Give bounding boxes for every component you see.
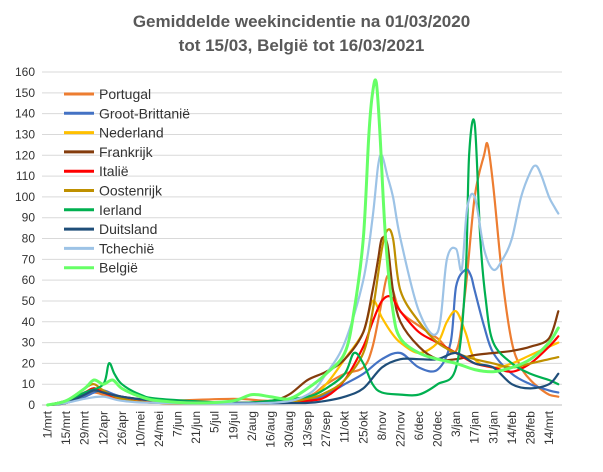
- x-tick-label: 24/mei: [152, 411, 166, 447]
- legend-label: Groot-Brittanië: [99, 105, 190, 121]
- y-tick-label: 60: [22, 273, 36, 287]
- y-tick-label: 20: [22, 356, 36, 370]
- y-tick-label: 150: [15, 86, 35, 100]
- legend-label: Nederland: [99, 125, 164, 141]
- x-tick-label: 3/jan: [449, 411, 463, 437]
- x-tick-label: 28/feb: [523, 411, 537, 445]
- x-tick-label: 1/mrt: [41, 410, 55, 438]
- y-tick-label: 120: [15, 148, 35, 162]
- y-axis-ticks: 0 10 20 30 40 50 60 70 80 90 100 110 120 130 140 150 160: [15, 65, 35, 412]
- x-tick-label: 15/mrt: [59, 410, 73, 445]
- y-tick-label: 110: [16, 169, 35, 183]
- series-line-duitsland: [46, 351, 560, 407]
- x-tick-label: 6/dec: [412, 411, 426, 440]
- legend-label: Ierland: [99, 202, 142, 218]
- series-line-oostenrijk: [46, 228, 560, 407]
- x-tick-label: 13/sep: [301, 411, 315, 447]
- y-tick-label: 40: [22, 315, 36, 329]
- x-tick-label: 25/okt: [356, 410, 370, 443]
- x-tick-label: 17/jan: [468, 411, 482, 444]
- x-axis-ticks: 1/mrt 15/mrt 29/mrt 12/apr 26/apr 10/mei 24/me…: [41, 410, 556, 447]
- x-tick-label: 7/jun: [171, 411, 185, 437]
- y-tick-label: 90: [22, 211, 36, 225]
- gridlines: [42, 71, 562, 406]
- legend-label: België: [99, 260, 138, 276]
- y-tick-label: 140: [15, 107, 35, 121]
- chart-title-line2: tot 15/03, België tot 16/03/2021: [178, 36, 425, 55]
- x-tick-label: 19/jul: [226, 411, 240, 440]
- x-tick-label: 8/nov: [375, 411, 389, 440]
- legend-label: Oostenrijk: [99, 183, 163, 199]
- y-tick-label: 0: [28, 398, 35, 412]
- legend-label: Portugal: [99, 86, 151, 102]
- y-tick-label: 100: [15, 190, 35, 204]
- y-tick-label: 160: [15, 65, 35, 79]
- legend: Portugal Groot-Brittanië Nederland Frankrij…: [64, 86, 190, 276]
- x-tick-label: 21/jun: [189, 411, 203, 444]
- x-tick-label: 26/apr: [115, 411, 129, 445]
- x-tick-label: 11/okt: [338, 410, 352, 442]
- legend-label: Frankrijk: [99, 144, 154, 160]
- x-tick-label: 2/aug: [245, 411, 259, 441]
- x-tick-label: 22/nov: [393, 411, 407, 447]
- x-tick-label: 14/mrt: [542, 410, 556, 445]
- series-line-ierland: [46, 118, 560, 407]
- chart-title: Gemiddelde weekincidentie na 01/03/2020 …: [0, 10, 603, 58]
- x-tick-label: 14/feb: [505, 411, 519, 445]
- series-line-groot-brittanië: [46, 268, 560, 407]
- x-tick-label: 10/mei: [133, 411, 147, 447]
- y-tick-label: 70: [22, 252, 36, 266]
- legend-label: Duitsland: [99, 221, 157, 237]
- x-tick-label: 16/aug: [263, 411, 277, 448]
- y-tick-label: 80: [22, 232, 36, 246]
- x-tick-label: 29/mrt: [78, 410, 92, 445]
- series-line-tchechië: [46, 153, 560, 407]
- x-tick-label: 20/dec: [431, 411, 445, 447]
- y-tick-label: 10: [22, 377, 36, 391]
- series-line-belgië: [46, 78, 560, 407]
- x-tick-label: 5/jul: [208, 411, 222, 433]
- x-tick-label: 12/apr: [96, 411, 110, 445]
- series-lines: [46, 78, 560, 407]
- y-tick-label: 30: [22, 336, 36, 350]
- y-tick-label: 50: [22, 294, 36, 308]
- x-tick-label: 30/aug: [282, 411, 296, 448]
- legend-label: Italië: [99, 163, 129, 179]
- legend-label: Tchechië: [99, 240, 154, 256]
- x-tick-label: 27/sep: [319, 411, 333, 447]
- y-tick-label: 130: [15, 127, 35, 141]
- chart-title-line1: Gemiddelde weekincidentie na 01/03/2020: [132, 12, 471, 31]
- x-tick-label: 31/jan: [486, 411, 500, 444]
